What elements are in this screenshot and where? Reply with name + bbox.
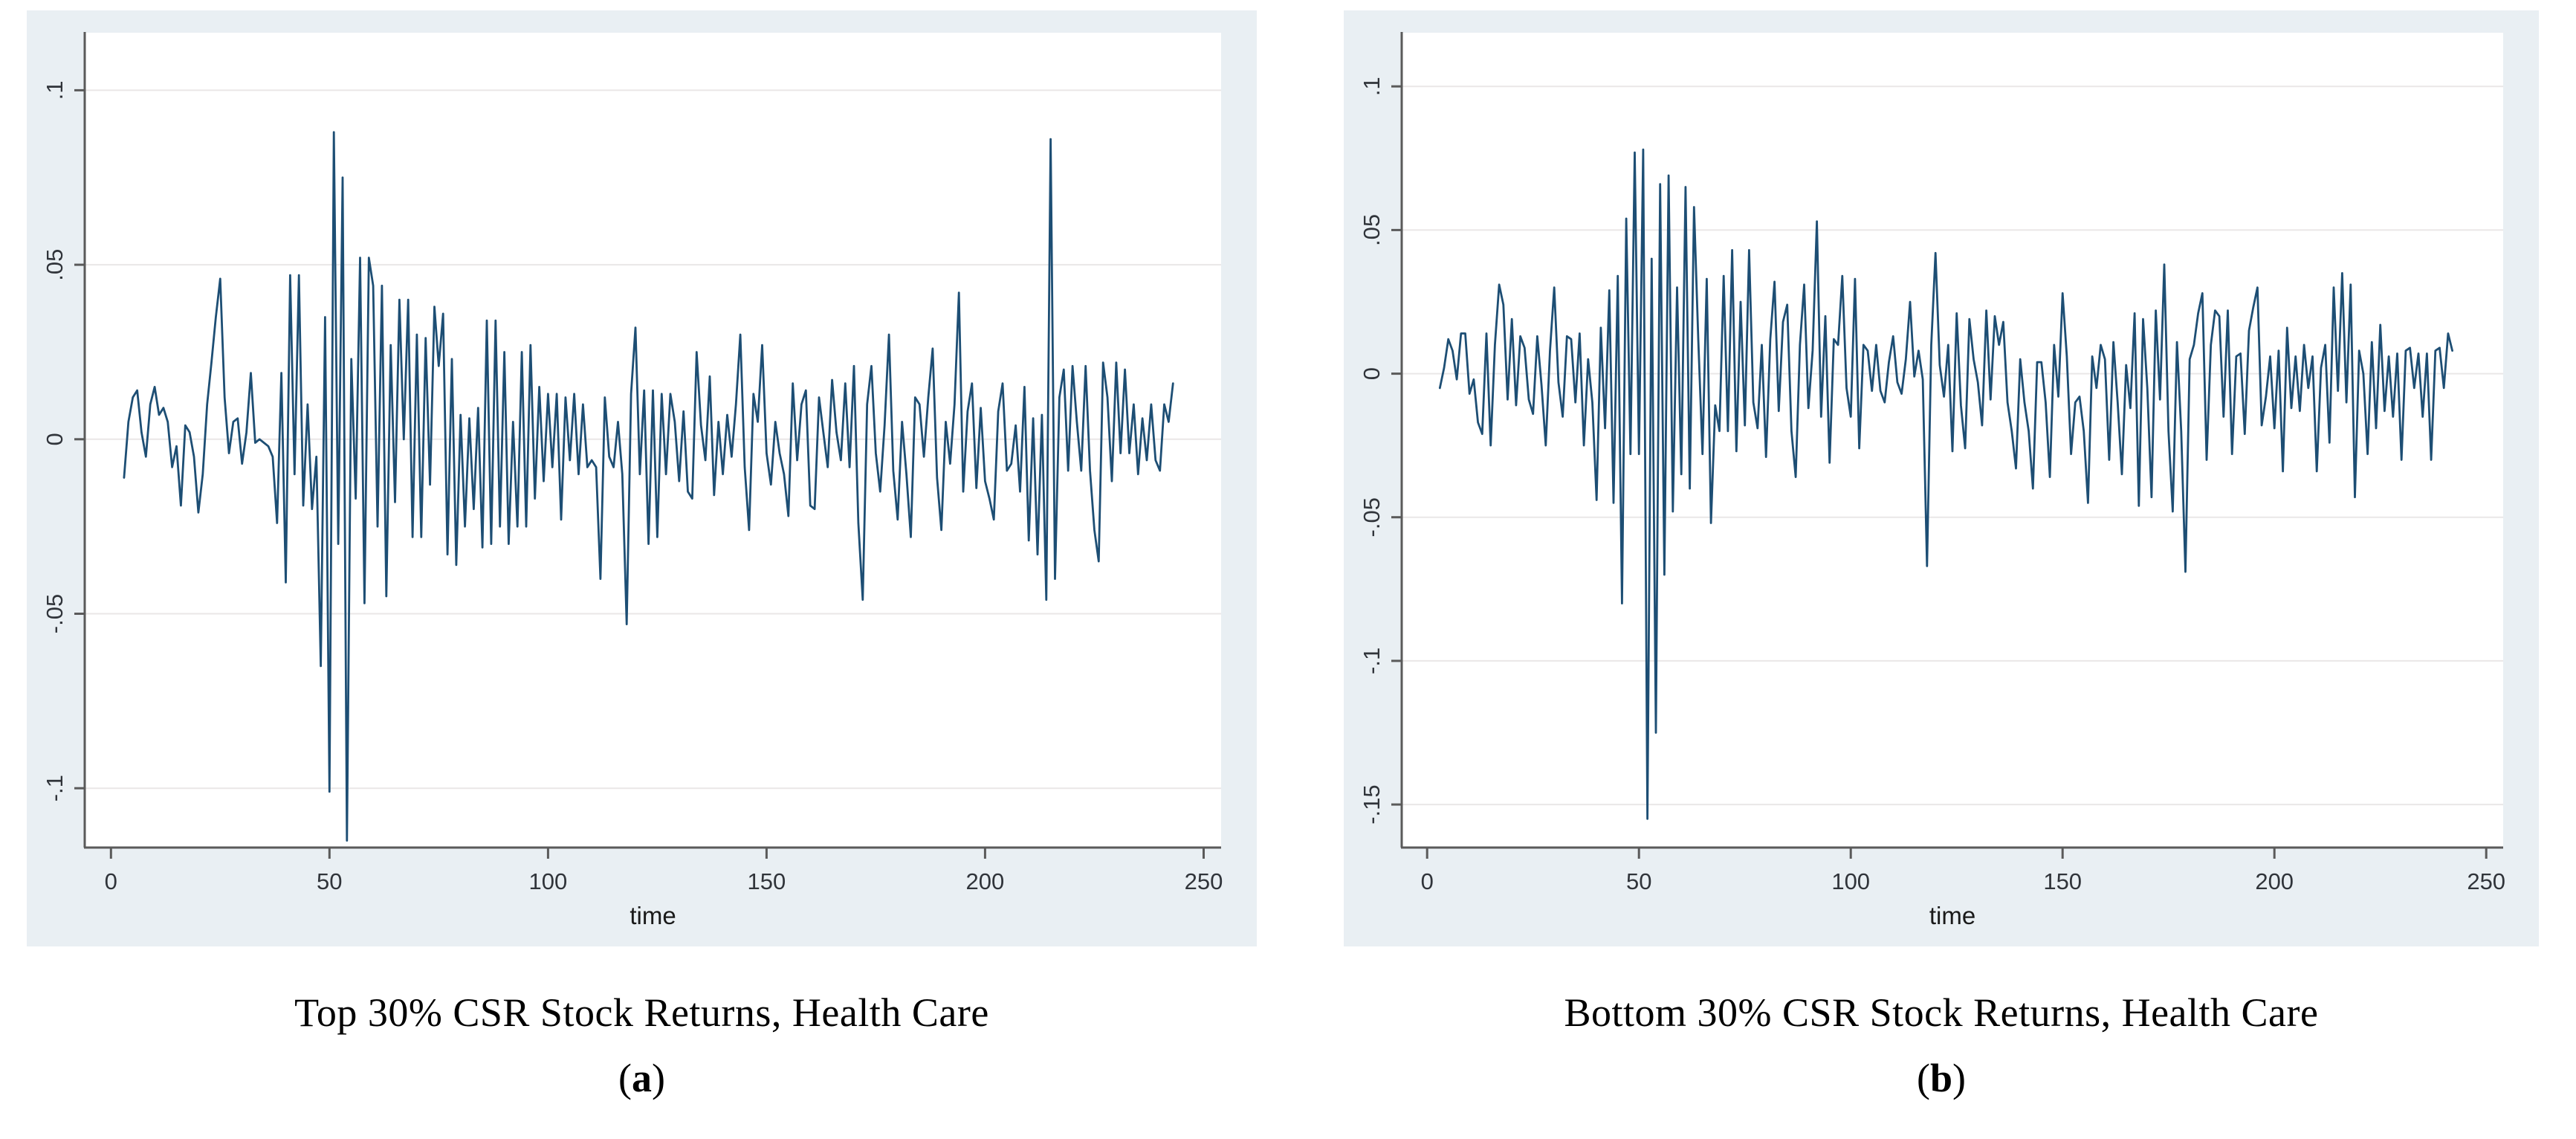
svg-text:0: 0 <box>105 868 117 894</box>
panel-letter-text: b <box>1929 1056 1953 1101</box>
svg-text:.05: .05 <box>42 249 68 281</box>
chart-top30-csr-health-care: .1 .05 0 -.05 -.1 0 50 100 150 200 250 time <box>27 10 1257 946</box>
svg-text:.05: .05 <box>1359 214 1385 246</box>
svg-text:0: 0 <box>1359 367 1385 380</box>
svg-text:200: 200 <box>966 868 1005 894</box>
svg-text:0: 0 <box>1421 868 1434 894</box>
svg-text:-.1: -.1 <box>42 775 68 801</box>
paren-close: ) <box>652 1056 665 1101</box>
svg-text:100: 100 <box>1831 868 1870 894</box>
svg-text:200: 200 <box>2255 868 2294 894</box>
line-chart-b: .1 .05 0 -.05 -.1 -.15 0 50 100 150 200 250 time <box>1344 10 2539 946</box>
svg-text:-.05: -.05 <box>1359 497 1385 537</box>
svg-text:-.15: -.15 <box>1359 784 1385 824</box>
svg-text:-.05: -.05 <box>42 594 68 633</box>
svg-text:0: 0 <box>42 433 68 445</box>
svg-text:time: time <box>630 902 676 929</box>
svg-text:50: 50 <box>1626 868 1651 894</box>
caption-block-a: Top 30% CSR Stock Returns, Health Care (… <box>27 990 1257 1101</box>
svg-text:-.1: -.1 <box>1359 648 1385 674</box>
panel-a: .1 .05 0 -.05 -.1 0 50 100 150 200 250 time Top 30%… <box>27 10 1257 1101</box>
figure-row: .1 .05 0 -.05 -.1 0 50 100 150 200 250 time Top 30%… <box>27 10 2539 1101</box>
svg-text:.1: .1 <box>1359 77 1385 96</box>
svg-text:250: 250 <box>2467 868 2505 894</box>
panel-letter-b: (b) <box>1344 1055 2539 1101</box>
svg-text:250: 250 <box>1185 868 1223 894</box>
svg-text:100: 100 <box>529 868 568 894</box>
caption-block-b: Bottom 30% CSR Stock Returns, Health Car… <box>1344 990 2539 1101</box>
svg-text:150: 150 <box>2043 868 2082 894</box>
svg-text:time: time <box>1929 902 1975 929</box>
line-chart-a: .1 .05 0 -.05 -.1 0 50 100 150 200 250 time <box>27 10 1257 946</box>
chart-caption: Top 30% CSR Stock Returns, Health Care <box>294 990 989 1035</box>
panel-b: .1 .05 0 -.05 -.1 -.15 0 50 100 150 200 250 time Bot… <box>1344 10 2539 1101</box>
svg-text:150: 150 <box>748 868 786 894</box>
panel-letter-text: a <box>632 1056 652 1101</box>
paren-close: ) <box>1952 1056 1966 1101</box>
svg-text:50: 50 <box>317 868 342 894</box>
chart-caption: Bottom 30% CSR Stock Returns, Health Car… <box>1564 990 2319 1035</box>
chart-bottom30-csr-health-care: .1 .05 0 -.05 -.1 -.15 0 50 100 150 200 250 time <box>1344 10 2539 946</box>
panel-letter-a: (a) <box>27 1055 1257 1101</box>
svg-text:.1: .1 <box>42 81 68 100</box>
paren-open: ( <box>618 1056 632 1101</box>
paren-open: ( <box>1916 1056 1930 1101</box>
